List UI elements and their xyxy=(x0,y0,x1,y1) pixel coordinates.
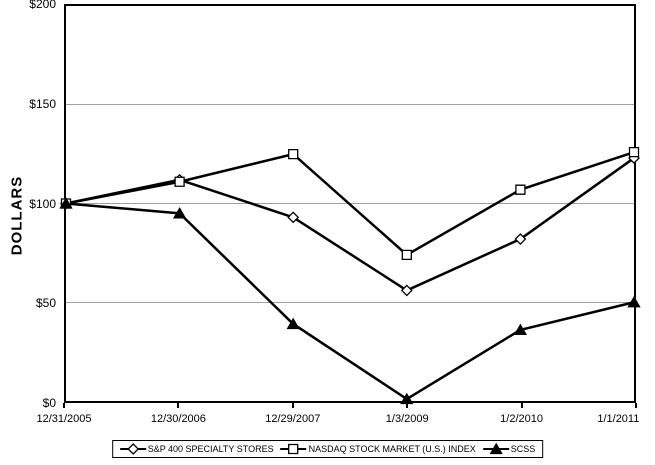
triangle-marker-icon xyxy=(172,207,187,219)
x-tick xyxy=(635,403,637,408)
legend-item: SCSS xyxy=(482,442,536,455)
chart-legend: S&P 400 SPECIALTY STORES NASDAQ STOCK MAR… xyxy=(111,440,544,458)
y-axis-labels: $200 $150 $100 $50 $0 xyxy=(0,0,58,465)
x-tick-label: 1/1/2011 xyxy=(597,413,640,425)
y-tick-label: $200 xyxy=(29,0,56,11)
gridline xyxy=(66,104,634,106)
triangle-marker-icon xyxy=(489,442,503,455)
square-marker-icon xyxy=(174,176,185,187)
square-marker-icon xyxy=(288,443,299,455)
diamond-marker-icon xyxy=(514,233,527,245)
gridline xyxy=(66,301,634,303)
x-tick xyxy=(291,403,294,408)
square-marker-icon xyxy=(515,184,526,195)
diamond-marker-icon xyxy=(287,211,300,224)
x-axis-labels: 12/31/2005 12/30/2006 12/29/2007 1/3/2009 1/… xyxy=(0,413,655,427)
legend-label: SCSS xyxy=(510,444,536,454)
diamond-marker-icon xyxy=(126,443,139,455)
triangle-marker-icon xyxy=(59,197,73,209)
series-line xyxy=(65,157,635,292)
plot-area xyxy=(59,4,641,405)
legend-label: NASDAQ STOCK MARKET (U.S.) INDEX xyxy=(308,444,476,454)
square-marker-icon xyxy=(288,148,299,160)
x-tick xyxy=(406,403,409,408)
y-tick-label: $100 xyxy=(29,196,56,211)
square-marker-icon xyxy=(401,249,412,260)
x-tick-label: 12/30/2006 xyxy=(150,413,206,425)
x-tick xyxy=(63,403,65,408)
square-marker-icon xyxy=(628,147,640,158)
x-tick xyxy=(520,403,523,408)
legend-item: S&P 400 SPECIALTY STORES xyxy=(119,443,274,455)
triangle-marker-icon xyxy=(286,317,300,330)
triangle-marker-icon xyxy=(627,295,641,308)
series-line xyxy=(65,150,635,257)
series-line xyxy=(65,202,635,401)
y-tick-label: $150 xyxy=(29,96,56,111)
legend-item: NASDAQ STOCK MARKET (U.S.) INDEX xyxy=(280,443,476,455)
x-tick-label: 1/3/2009 xyxy=(385,413,429,425)
legend-label: S&P 400 SPECIALTY STORES xyxy=(147,444,274,454)
x-tick xyxy=(177,403,180,408)
legend-marker-diamond-icon xyxy=(119,443,146,455)
x-tick-label: 1/2/2010 xyxy=(500,413,544,425)
x-tick-label: 12/31/2005 xyxy=(36,413,92,425)
y-tick-label: $0 xyxy=(42,396,56,410)
legend-marker-square-icon xyxy=(280,443,307,455)
diamond-marker-icon xyxy=(400,284,413,297)
triangle-marker-icon xyxy=(513,323,528,336)
y-tick-label: $50 xyxy=(35,296,56,311)
legend-marker-triangle-icon xyxy=(482,442,509,455)
series-svg xyxy=(59,147,641,405)
x-tick-label: 12/29/2007 xyxy=(265,413,321,425)
